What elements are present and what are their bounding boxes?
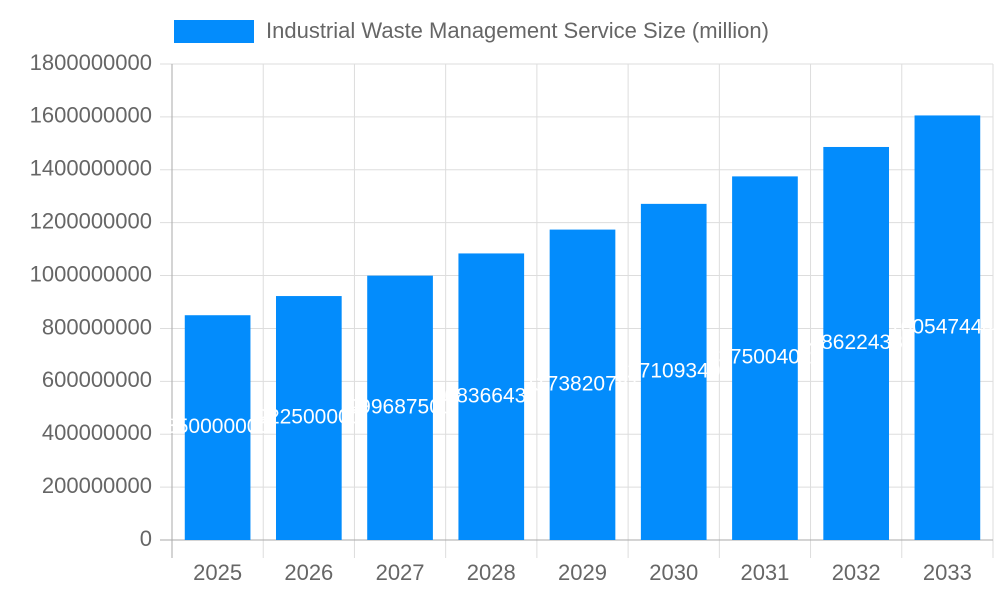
bar [275, 296, 342, 540]
y-tick-label: 800000000 [42, 314, 152, 339]
x-tick-label: 2028 [467, 560, 516, 585]
y-tick-label: 200000000 [42, 473, 152, 498]
value-label: 1083664375 [433, 384, 550, 407]
y-tick-label: 1600000000 [30, 103, 152, 128]
bar [549, 229, 616, 541]
x-tick-label: 2029 [558, 560, 607, 585]
x-tick-label: 2027 [376, 560, 425, 585]
y-tick-label: 1800000000 [30, 50, 152, 75]
bar [823, 146, 890, 541]
y-tick-label: 400000000 [42, 420, 152, 445]
value-label: 1486224389 [798, 331, 915, 354]
bar [914, 115, 981, 541]
y-tick-label: 1000000000 [30, 261, 152, 286]
value-label: 1271093400 [615, 359, 732, 382]
value-label: 1605474440 [889, 315, 1000, 338]
legend-swatch [174, 20, 254, 43]
legend-label: Industrial Waste Management Service Size… [266, 18, 769, 43]
x-tick-label: 2032 [832, 560, 881, 585]
x-tick-label: 2025 [193, 560, 242, 585]
value-label: 999687500 [347, 395, 452, 418]
y-tick-label: 600000000 [42, 367, 152, 392]
bar [640, 203, 707, 541]
bar [184, 315, 251, 540]
value-label: 850000000 [165, 415, 270, 438]
y-tick-label: 0 [140, 526, 152, 551]
bar [458, 253, 525, 540]
value-label: 1173820781 [525, 372, 640, 395]
value-label: 1375004025 [707, 346, 824, 369]
bar [367, 275, 433, 540]
x-tick-label: 2031 [740, 560, 789, 585]
value-label: 922500000 [256, 406, 361, 429]
bar [732, 176, 798, 540]
x-tick-label: 2033 [923, 560, 972, 585]
x-tick-label: 2030 [649, 560, 698, 585]
y-tick-label: 1400000000 [30, 156, 152, 181]
y-tick-label: 1200000000 [30, 208, 152, 233]
x-tick-label: 2026 [284, 560, 333, 585]
